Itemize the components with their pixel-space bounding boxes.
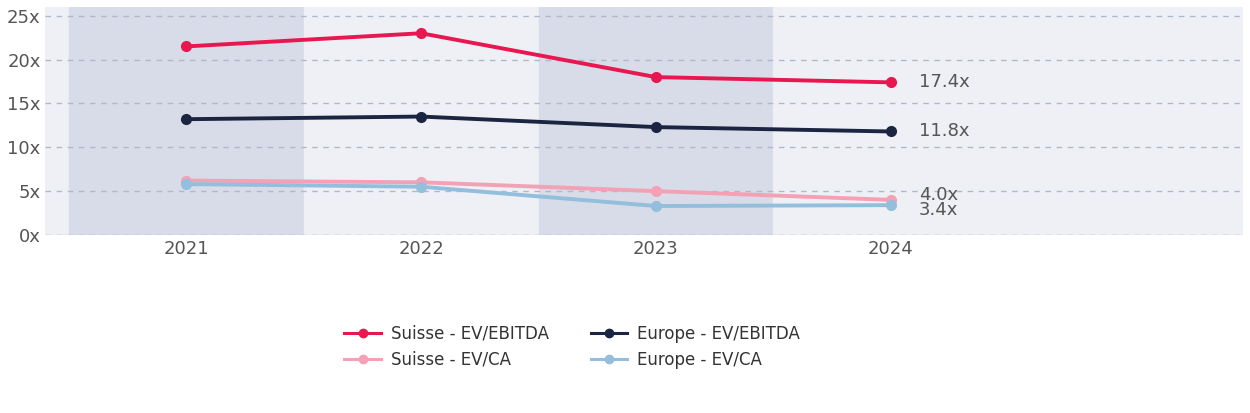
Text: 17.4x: 17.4x <box>919 74 970 91</box>
Text: 11.8x: 11.8x <box>919 123 970 140</box>
Text: 4.0x: 4.0x <box>919 187 958 204</box>
Text: 3.4x: 3.4x <box>919 201 959 218</box>
Legend: Suisse - EV/EBITDA, Suisse - EV/CA, Europe - EV/EBITDA, Europe - EV/CA: Suisse - EV/EBITDA, Suisse - EV/CA, Euro… <box>336 316 809 377</box>
Bar <box>69 7 304 235</box>
Bar <box>304 7 539 235</box>
Bar <box>539 7 774 235</box>
Bar <box>774 7 1009 235</box>
